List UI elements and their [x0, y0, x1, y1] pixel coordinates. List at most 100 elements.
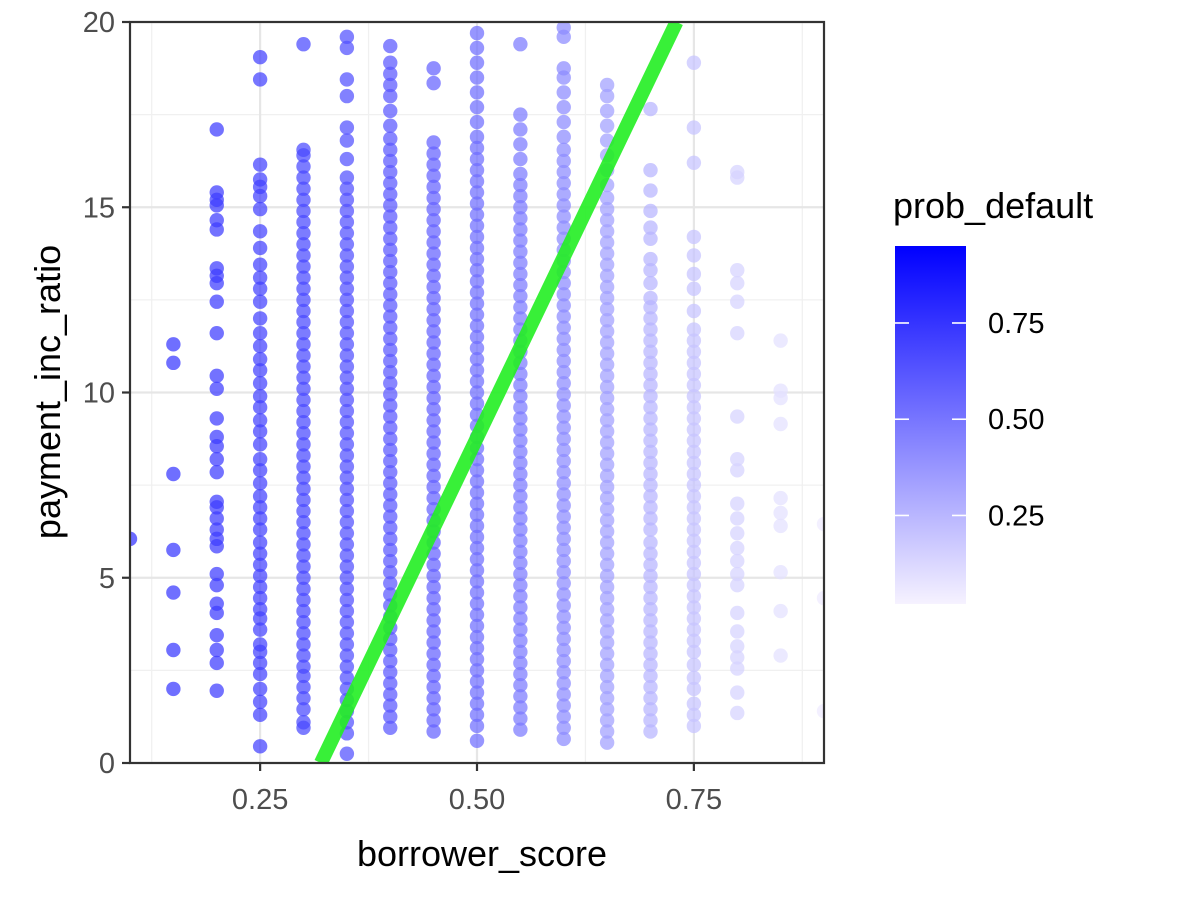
y-tick-label: 5 — [99, 563, 115, 595]
data-point — [339, 348, 355, 363]
data-point — [426, 313, 441, 328]
data-point — [469, 129, 485, 145]
data-point — [686, 622, 702, 637]
data-point — [686, 522, 702, 537]
data-point — [426, 457, 441, 472]
data-point — [643, 276, 658, 291]
data-point — [556, 665, 571, 680]
data-point — [383, 198, 398, 213]
data-point — [339, 359, 355, 374]
data-point — [339, 29, 355, 45]
data-point — [426, 301, 441, 317]
data-point — [426, 690, 441, 706]
data-point — [556, 61, 571, 76]
data-point — [296, 203, 311, 219]
data-point — [599, 646, 615, 661]
fitted-line — [314, 22, 683, 763]
data-point — [383, 309, 398, 324]
data-point — [296, 403, 311, 419]
data-point — [296, 437, 311, 452]
data-point — [339, 314, 355, 330]
data-point — [686, 657, 702, 673]
data-point — [339, 448, 355, 463]
data-point — [383, 398, 398, 413]
data-point — [599, 535, 615, 550]
data-point — [339, 514, 355, 530]
data-point — [599, 490, 615, 506]
data-point — [643, 624, 658, 639]
data-point — [339, 225, 355, 241]
data-point — [383, 331, 398, 346]
data-point — [383, 187, 398, 202]
data-point — [339, 503, 355, 519]
data-point — [686, 55, 702, 70]
data-point — [469, 100, 485, 115]
data-point — [469, 696, 485, 711]
data-point — [686, 281, 702, 296]
data-point — [296, 414, 311, 430]
data-point — [166, 466, 181, 482]
data-point — [383, 542, 398, 558]
data-point — [296, 225, 311, 241]
data-point — [296, 626, 311, 641]
data-point — [469, 474, 485, 489]
data-point — [686, 681, 702, 697]
legend-colorbar — [895, 246, 966, 604]
data-point — [686, 444, 702, 459]
data-point — [166, 681, 181, 697]
data-point — [643, 557, 658, 572]
data-point — [252, 351, 268, 367]
data-point — [643, 251, 658, 267]
data-point — [209, 411, 224, 426]
data-point — [556, 676, 571, 691]
data-point — [469, 85, 485, 100]
data-point — [686, 355, 702, 371]
data-point — [296, 559, 311, 574]
data-point — [339, 170, 355, 185]
data-point — [730, 463, 745, 478]
data-point — [513, 37, 528, 52]
data-point — [556, 376, 571, 391]
data-point — [296, 248, 311, 263]
data-point — [643, 657, 658, 673]
data-point — [643, 590, 658, 606]
data-point — [469, 640, 485, 656]
data-point — [383, 498, 398, 513]
data-point — [599, 724, 615, 739]
data-point — [426, 379, 441, 395]
data-point — [469, 618, 485, 634]
data-point — [643, 220, 658, 235]
data-point — [426, 568, 441, 584]
data-point — [296, 637, 311, 652]
data-point — [426, 213, 441, 228]
data-point — [730, 409, 745, 424]
data-point — [513, 511, 528, 526]
data-point — [643, 724, 658, 739]
data-point — [252, 535, 268, 550]
data-point — [383, 103, 398, 119]
data-point — [513, 700, 528, 715]
data-point — [556, 187, 571, 202]
data-point — [599, 257, 615, 272]
data-point — [209, 494, 224, 509]
data-point — [773, 383, 788, 398]
data-point — [599, 568, 615, 584]
data-point — [252, 363, 268, 378]
data-point — [426, 413, 441, 428]
data-point — [339, 659, 355, 674]
y-tick-label: 15 — [83, 192, 115, 224]
data-point — [556, 387, 571, 402]
data-point — [426, 279, 441, 295]
data-point — [209, 213, 224, 228]
data-point — [599, 224, 615, 239]
data-point — [469, 229, 485, 245]
data-point — [469, 70, 485, 85]
data-point — [296, 381, 311, 396]
data-point — [556, 476, 571, 491]
data-point — [209, 596, 224, 611]
data-point — [383, 464, 398, 480]
data-point — [252, 400, 268, 415]
data-point — [599, 624, 615, 639]
data-point — [209, 294, 224, 309]
data-point — [426, 257, 441, 272]
